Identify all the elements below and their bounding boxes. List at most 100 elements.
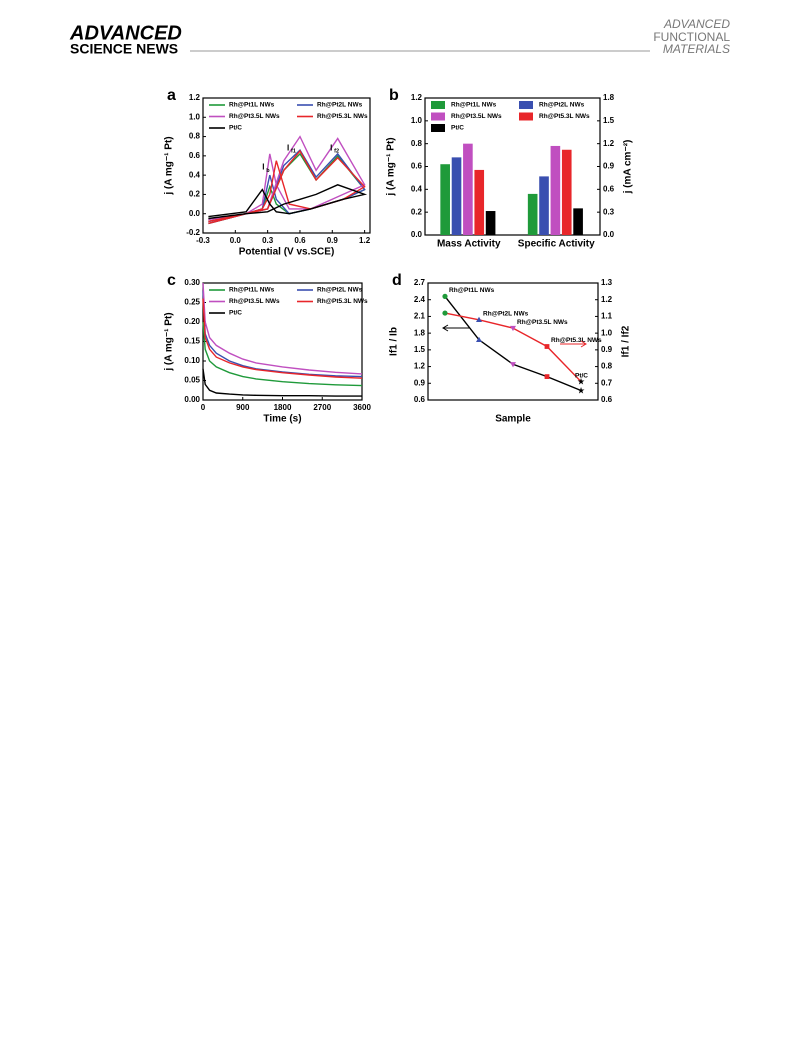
annotation-sub: b (266, 168, 270, 174)
point-label: Pt/C (575, 372, 588, 379)
y2-tick-label: 1.1 (601, 312, 613, 321)
legend-label: Pt/C (451, 125, 464, 132)
bar (573, 208, 583, 235)
panel-label: d (392, 272, 402, 289)
marker: ★ (577, 385, 585, 395)
y-tick-label: 0.05 (184, 376, 200, 385)
x-tick-label: 0.3 (262, 236, 274, 245)
series-line (208, 135, 366, 223)
y-tick-label: 0.00 (184, 395, 200, 404)
plot-frame (202, 97, 371, 234)
marker (544, 344, 550, 349)
y-tick-label: 0.4 (189, 170, 201, 179)
y2-tick-label: 0.9 (601, 345, 613, 354)
category-label: Mass Activity (437, 239, 501, 250)
marker (544, 374, 550, 379)
series-line (202, 321, 363, 387)
x-tick-label: 1.2 (359, 236, 371, 245)
y-tick-label: 0.10 (184, 356, 200, 365)
y-axis-label: j (A mg⁻¹ Pt) (386, 137, 397, 196)
series-line (208, 148, 366, 225)
y-tick-label: 2.7 (414, 278, 426, 287)
y-tick-label: 0.20 (184, 317, 200, 326)
y-tick-label: 0.6 (411, 162, 423, 171)
y-tick-label: 0.8 (189, 132, 201, 141)
plot-frame (427, 282, 599, 401)
y2-tick-label: 1.2 (603, 139, 615, 148)
y-tick-label: 1.2 (189, 93, 201, 102)
marker: ★ (577, 376, 585, 386)
bar (539, 176, 549, 235)
publisher-subtitle: SCIENCE NEWS (70, 41, 178, 57)
bar (463, 143, 473, 235)
legend-label: Pt/C (229, 125, 242, 132)
legend-label: Rh@Pt1L NWs (451, 102, 497, 109)
legend-label: Rh@Pt3.5L NWs (229, 113, 280, 120)
point-label: Rh@Pt3.5L NWs (517, 319, 568, 326)
y-tick-label: 0.2 (411, 207, 423, 216)
marker (510, 362, 516, 368)
y-tick-label: 0.30 (184, 278, 200, 287)
marker (476, 316, 482, 322)
series-line (208, 184, 368, 220)
annotation: I (287, 143, 289, 152)
legend-label: Rh@Pt5.3L NWs (539, 113, 590, 120)
y-tick-label: 0.9 (414, 378, 426, 387)
y2-axis-label: If1 / If2 (621, 325, 632, 357)
annotation: I (330, 143, 332, 152)
arrow (442, 324, 470, 332)
x-axis-label: Potential (V vs.SCE) (239, 247, 335, 258)
legend-label: Rh@Pt2L NWs (317, 287, 363, 294)
panel-label: b (389, 87, 399, 104)
marker (476, 336, 482, 343)
panel-label: a (167, 87, 176, 104)
y-tick-label: 0.8 (411, 139, 423, 148)
annotation-sub: f2 (334, 149, 339, 155)
legend-label: Rh@Pt2L NWs (317, 102, 363, 109)
y2-tick-label: 0.7 (601, 378, 613, 387)
x-tick-label: 0.0 (230, 236, 242, 245)
legend-swatch (431, 124, 445, 132)
legend-swatch (519, 112, 533, 121)
y-tick-label: 0.0 (411, 230, 423, 239)
legend-swatch (519, 101, 533, 109)
series-line (202, 298, 363, 379)
y2-tick-label: 0.6 (603, 184, 615, 193)
series-line (202, 282, 363, 375)
y2-tick-label: 1.0 (601, 328, 613, 337)
y-tick-label: 1.2 (414, 362, 426, 371)
marker (442, 293, 448, 299)
y2-tick-label: 0.6 (601, 395, 613, 404)
bar (474, 169, 485, 235)
annotation-sub: f1 (291, 149, 296, 155)
annotation: I (262, 163, 264, 172)
y2-tick-label: 1.2 (601, 295, 613, 304)
legend-label: Rh@Pt1L NWs (229, 287, 275, 294)
arrow (560, 340, 587, 348)
y-tick-label: 1.0 (411, 116, 423, 125)
y-tick-label: 0.2 (189, 190, 201, 199)
legend-label: Rh@Pt2L NWs (539, 102, 585, 109)
bar (440, 164, 450, 235)
x-tick-label: 900 (236, 403, 250, 412)
y2-tick-label: 0.3 (603, 207, 615, 216)
point-label: Rh@Pt5.3L NWs (551, 337, 602, 344)
x-tick-label: 3600 (353, 403, 371, 412)
y2-tick-label: 0.8 (601, 362, 613, 371)
y-tick-label: 0.6 (414, 395, 426, 404)
legend-label: Rh@Pt5.3L NWs (317, 113, 368, 120)
x-tick-label: 1800 (274, 403, 292, 412)
x-axis-label: Time (s) (263, 414, 301, 425)
legend-label: Rh@Pt3.5L NWs (229, 298, 280, 305)
y2-tick-label: 1.8 (603, 93, 615, 102)
y2-tick-label: 0.0 (603, 230, 615, 239)
journal-mark: FUNCTIONAL (653, 30, 730, 44)
x-tick-label: -0.3 (196, 236, 210, 245)
x-tick-label: 2700 (313, 403, 331, 412)
bar (527, 193, 538, 235)
y-tick-label: 1.0 (189, 112, 201, 121)
y-tick-label: 0.6 (189, 151, 201, 160)
bar (451, 157, 462, 235)
